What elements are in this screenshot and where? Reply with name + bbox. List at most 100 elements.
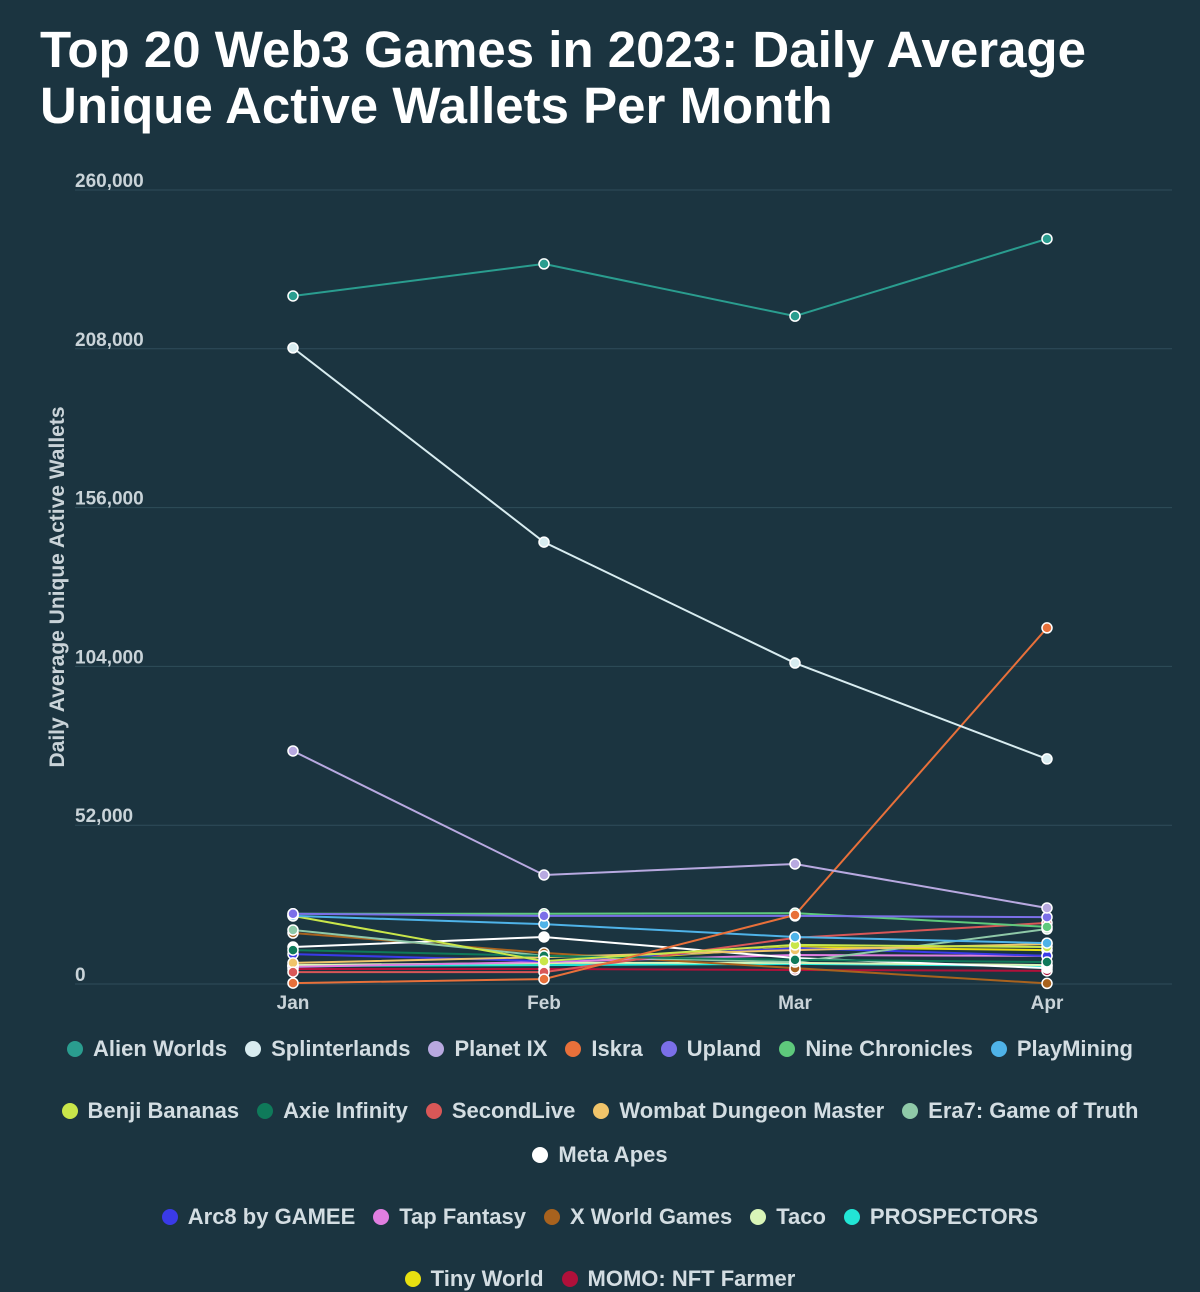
legend-item[interactable]: Iskra: [565, 1036, 643, 1062]
y-tick-label: 208,000: [75, 330, 144, 351]
x-tick-label: Apr: [1031, 993, 1064, 1014]
data-point: [789, 657, 801, 669]
legend-item[interactable]: Tiny World: [404, 1266, 544, 1292]
legend-swatch-icon: [532, 1147, 549, 1163]
legend-item[interactable]: Upland: [660, 1036, 762, 1062]
legend-label: Meta Apes: [558, 1142, 668, 1167]
legend-label: Benji Bananas: [87, 1098, 240, 1123]
legend-label: Alien Worlds: [93, 1036, 228, 1061]
data-point: [287, 745, 299, 757]
legend-item[interactable]: Alien Worlds: [67, 1036, 227, 1062]
legend-item[interactable]: Arc8 by GAMEE: [161, 1204, 356, 1230]
series-line-nine-chronicles: [293, 912, 1048, 928]
legend-item[interactable]: Wombat Dungeon Master: [593, 1098, 884, 1124]
series-line-benji-bananas: [292, 914, 1048, 963]
legend-label: Tiny World: [430, 1266, 544, 1291]
legend-label: X World Games: [570, 1204, 733, 1229]
legend-label: Arc8 by GAMEE: [187, 1204, 356, 1229]
data-point: [1041, 921, 1053, 933]
data-point: [287, 924, 299, 936]
legend-swatch-icon: [161, 1209, 178, 1225]
legend-label: Nine Chronicles: [805, 1036, 973, 1061]
data-point: [1041, 937, 1053, 949]
legend-item[interactable]: Planet IX: [428, 1036, 547, 1062]
legend-item[interactable]: MOMO: NFT Farmer: [561, 1266, 796, 1292]
series-line-playmining: [292, 914, 1048, 945]
legend-swatch-icon: [750, 1209, 767, 1225]
legend-label: PlayMining: [1016, 1036, 1133, 1061]
legend-swatch-icon: [779, 1041, 796, 1057]
y-tick-label: 156,000: [75, 489, 144, 510]
data-point: [789, 909, 801, 921]
legend-item[interactable]: Axie Infinity: [257, 1098, 408, 1124]
legend-label: Iskra: [591, 1036, 643, 1061]
data-point: [1041, 622, 1053, 634]
series-line-splinterlands: [292, 347, 1048, 760]
legend: Alien Worlds Splinterlands Planet IX Iskra U…: [40, 1036, 1160, 1292]
legend-swatch-icon: [67, 1041, 84, 1057]
data-point: [1041, 753, 1053, 765]
data-point: [287, 342, 299, 354]
legend-swatch-icon: [561, 1271, 578, 1287]
legend-item[interactable]: Meta Apes: [532, 1142, 668, 1168]
y-tick-label: 0: [75, 965, 86, 986]
data-point: [538, 931, 550, 943]
x-tick-label: Jan: [277, 993, 310, 1014]
data-point: [1041, 956, 1053, 968]
series-line-secondlive: [293, 921, 1048, 974]
legend-swatch-icon: [843, 1209, 860, 1225]
legend-swatch-icon: [373, 1209, 390, 1225]
legend-item[interactable]: Era7: Game of Truth: [902, 1098, 1138, 1124]
data-point: [538, 973, 550, 985]
legend-label: Upland: [686, 1036, 762, 1061]
legend-swatch-icon: [257, 1103, 274, 1119]
legend-swatch-icon: [245, 1041, 262, 1057]
y-tick-label: 260,000: [75, 171, 144, 192]
data-point: [287, 290, 299, 302]
series-line-upland: [292, 912, 1048, 919]
data-point: [538, 910, 550, 922]
series-line-iskra: [292, 627, 1048, 985]
legend-swatch-icon: [990, 1041, 1007, 1057]
data-point: [1041, 902, 1053, 914]
legend-label: Planet IX: [454, 1036, 548, 1061]
y-tick-label: 52,000: [75, 806, 133, 827]
legend-label: Wombat Dungeon Master: [619, 1098, 885, 1123]
legend-swatch-icon: [61, 1103, 78, 1119]
legend-item[interactable]: Tap Fantasy: [373, 1204, 526, 1230]
data-point: [538, 536, 550, 548]
legend-label: Taco: [776, 1204, 826, 1229]
legend-item[interactable]: Nine Chronicles: [779, 1036, 973, 1062]
data-point: [789, 954, 801, 966]
data-point: [287, 966, 299, 978]
series-line-momo-nft-farmer: [293, 968, 1048, 972]
legend-swatch-icon: [428, 1041, 445, 1057]
data-point: [538, 955, 550, 967]
data-point: [789, 931, 801, 943]
y-tick-label: 104,000: [75, 647, 144, 668]
legend-swatch-icon: [902, 1103, 919, 1119]
legend-label: Axie Infinity: [283, 1098, 408, 1123]
data-point: [287, 977, 299, 989]
legend-item[interactable]: Benji Bananas: [61, 1098, 240, 1124]
data-point: [1041, 977, 1053, 990]
legend-label: SecondLive: [451, 1098, 576, 1123]
legend-item[interactable]: X World Games: [544, 1204, 732, 1230]
legend-label: PROSPECTORS: [869, 1204, 1039, 1229]
chart-title: Top 20 Web3 Games in 2023: Daily Average…: [40, 21, 1086, 134]
legend-item[interactable]: Taco: [750, 1204, 826, 1230]
data-point: [287, 944, 299, 956]
series-line-alien-worlds: [292, 237, 1048, 318]
legend-item[interactable]: SecondLive: [425, 1098, 576, 1124]
x-tick-label: Feb: [527, 993, 561, 1014]
legend-label: MOMO: NFT Farmer: [587, 1266, 796, 1291]
legend-label: Tap Fantasy: [399, 1204, 526, 1229]
series-line-axie-infinity: [292, 949, 1048, 964]
legend-item[interactable]: Splinterlands: [245, 1036, 410, 1062]
legend-swatch-icon: [544, 1209, 560, 1225]
legend-item[interactable]: PROSPECTORS: [843, 1204, 1039, 1230]
legend-swatch-icon: [404, 1271, 421, 1287]
legend-swatch-icon: [660, 1041, 677, 1057]
legend-item[interactable]: PlayMining: [990, 1036, 1133, 1062]
legend-swatch-icon: [425, 1103, 442, 1119]
